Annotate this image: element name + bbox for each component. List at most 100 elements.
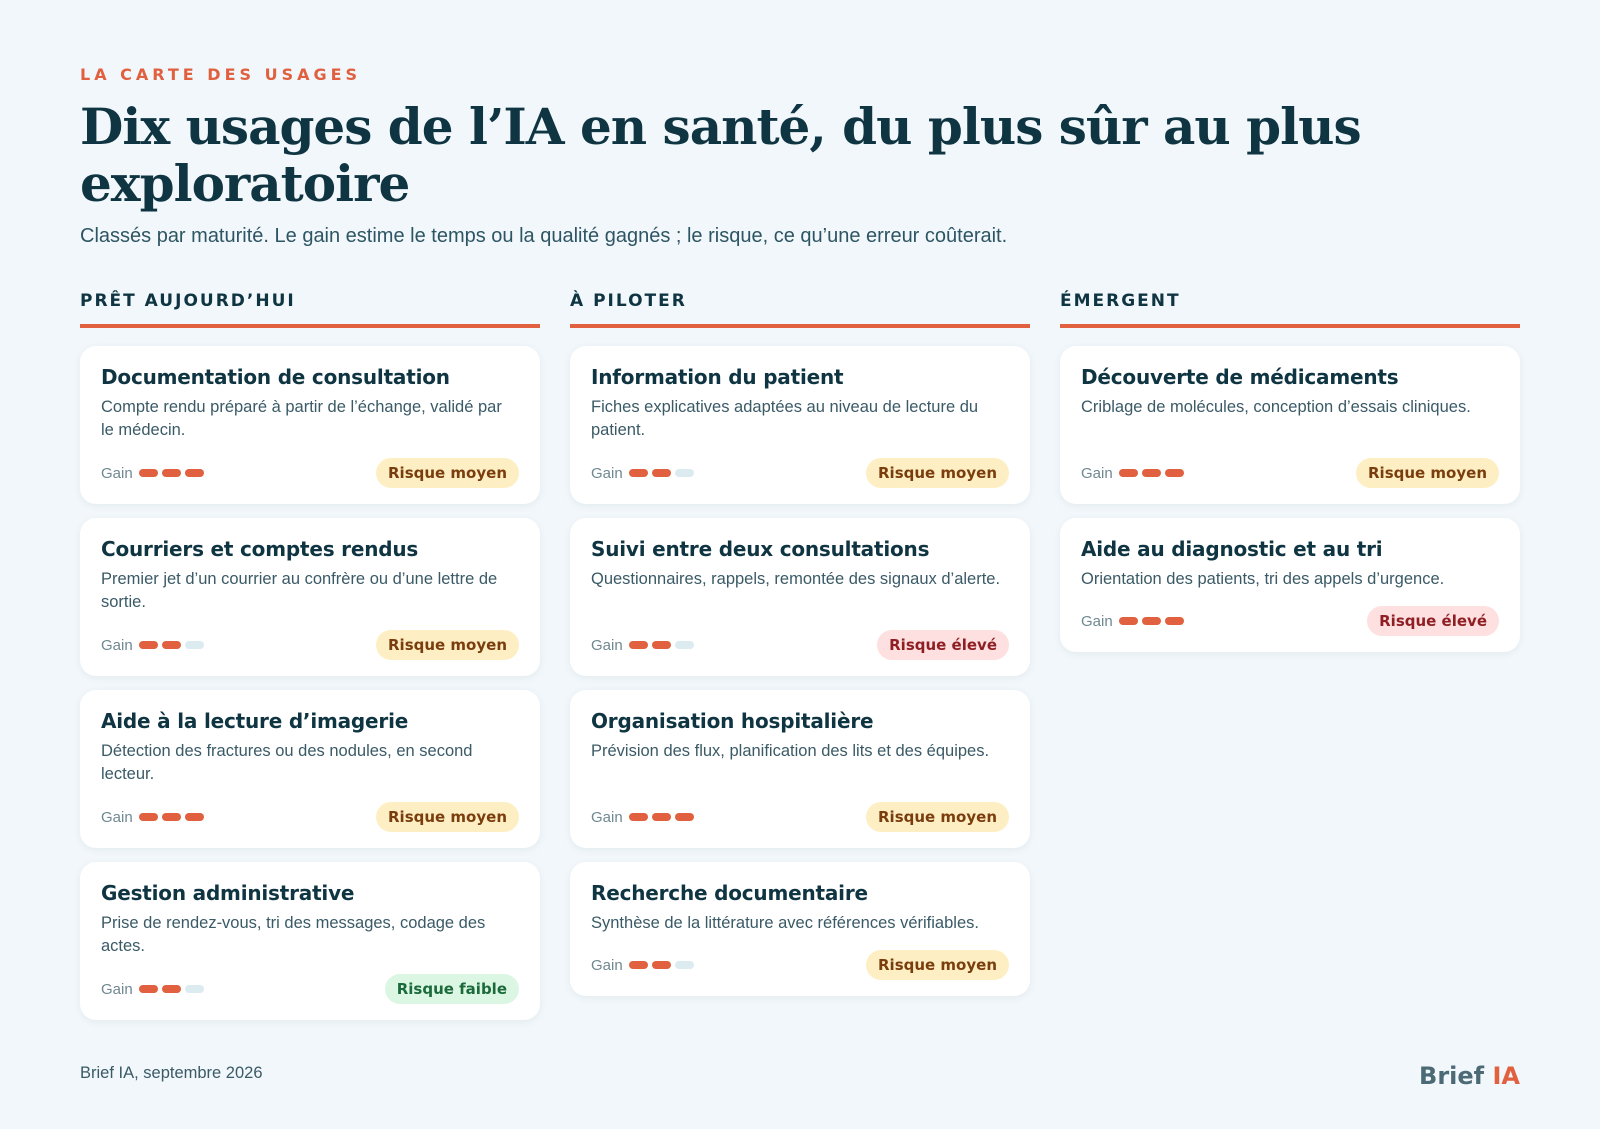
gain-label: Gain: [101, 980, 133, 998]
card-description: Compte rendu préparé à partir de l’échan…: [101, 398, 502, 439]
column-pret-aujourdhui: PRÊT AUJOURD’HUI Documentation de consul…: [80, 290, 540, 1020]
gain-pill: [674, 961, 694, 969]
gain-label: Gain: [591, 808, 623, 826]
usage-card: Courriers et comptes rendus Premier jet d…: [80, 518, 540, 676]
card-description: Orientation des patients, tri des appels…: [1081, 570, 1445, 588]
gain-pill: [651, 813, 671, 821]
card-title: Courriers et comptes rendus: [101, 537, 419, 561]
gain-pill: [138, 641, 158, 649]
card-description: Questionnaires, rappels, remontée des si…: [591, 570, 1001, 588]
risk-badge: Risque moyen: [1356, 458, 1499, 488]
risk-badge: Risque élevé: [877, 630, 1009, 660]
risk-badge: Risque moyen: [866, 950, 1009, 980]
gain-pill: [184, 469, 204, 477]
gain-pill: [138, 813, 158, 821]
gain-pill: [674, 641, 694, 649]
gain-meter: Gain: [1081, 465, 1184, 482]
gain-meter: Gain: [101, 809, 204, 826]
gain-meter: Gain: [591, 465, 694, 482]
gain-pill: [1141, 469, 1161, 477]
gain-pill: [674, 813, 694, 821]
card-footer: Gain Risque moyen: [591, 458, 1009, 488]
usage-card: Organisation hospitalière Prévision des f…: [570, 690, 1030, 848]
gain-pill: [628, 641, 648, 649]
risk-badge: Risque élevé: [1367, 606, 1499, 636]
card-title: Gestion administrative: [101, 881, 355, 905]
gain-pill: [184, 985, 204, 993]
usage-card: Aide à la lecture d’imagerie Détection de…: [80, 690, 540, 848]
gain-pill: [1164, 469, 1184, 477]
card-title: Organisation hospitalière: [591, 709, 874, 733]
column-heading: À PILOTER: [570, 290, 1030, 328]
gain-label: Gain: [101, 808, 133, 826]
gain-meter: Gain: [591, 637, 694, 654]
card-list: Documentation de consultation Compte rend…: [80, 346, 540, 1020]
column-heading: ÉMERGENT: [1060, 290, 1520, 328]
gain-pill: [184, 641, 204, 649]
gain-pill: [161, 641, 181, 649]
usage-card: Recherche documentaire Synthèse de la lit…: [570, 862, 1030, 996]
column-emergent: ÉMERGENT Découverte de médicaments Cribla…: [1060, 290, 1520, 1020]
gain-meter: Gain: [101, 637, 204, 654]
page-title: Dix usages de l’IA en santé, du plus sûr…: [80, 97, 1362, 213]
gain-pill: [628, 813, 648, 821]
usage-card: Découverte de médicaments Criblage de mol…: [1060, 346, 1520, 504]
card-description: Premier jet d’un courrier au confrère ou…: [101, 570, 498, 611]
gain-pill: [138, 985, 158, 993]
gain-pill: [628, 469, 648, 477]
card-description: Prise de rendez-vous, tri des messages, …: [101, 914, 486, 955]
gain-pill: [184, 813, 204, 821]
card-list: Information du patient Fiches explicative…: [570, 346, 1030, 996]
card-footer: Gain Risque moyen: [101, 802, 519, 832]
card-description: Détection des fractures ou des nodules, …: [101, 742, 473, 783]
gain-pill: [651, 961, 671, 969]
gain-label: Gain: [591, 636, 623, 654]
gain-meter: Gain: [101, 981, 204, 998]
brand-logo: Brief IA: [1419, 1062, 1520, 1090]
card-footer: Gain Risque élevé: [591, 630, 1009, 660]
risk-badge: Risque moyen: [376, 630, 519, 660]
card-footer: Gain Risque moyen: [591, 802, 1009, 832]
card-title: Recherche documentaire: [591, 881, 868, 905]
card-list: Découverte de médicaments Criblage de mol…: [1060, 346, 1520, 652]
kicker: LA CARTE DES USAGES: [80, 65, 362, 84]
usage-card: Gestion administrative Prise de rendez-vo…: [80, 862, 540, 1020]
gain-pill: [161, 469, 181, 477]
risk-badge: Risque faible: [384, 974, 519, 1004]
gain-pill: [628, 961, 648, 969]
card-title: Information du patient: [591, 365, 844, 389]
risk-badge: Risque moyen: [866, 458, 1009, 488]
gain-pill: [161, 813, 181, 821]
gain-label: Gain: [101, 464, 133, 482]
gain-meter: Gain: [101, 465, 204, 482]
brand-accent: IA: [1492, 1062, 1520, 1090]
page-subtitle: Classés par maturité. Le gain estime le …: [80, 225, 1008, 247]
gain-pill: [674, 469, 694, 477]
gain-pill: [1118, 617, 1138, 625]
card-description: Synthèse de la littérature avec référenc…: [591, 914, 979, 932]
card-description: Fiches explicatives adaptées au niveau d…: [591, 398, 979, 439]
gain-label: Gain: [1081, 612, 1113, 630]
source-note: Brief IA, septembre 2026: [80, 1064, 263, 1082]
gain-meter: Gain: [1081, 613, 1184, 630]
gain-label: Gain: [1081, 464, 1113, 482]
usage-card: Suivi entre deux consultations Questionna…: [570, 518, 1030, 676]
risk-badge: Risque moyen: [376, 458, 519, 488]
risk-badge: Risque moyen: [866, 802, 1009, 832]
gain-label: Gain: [591, 464, 623, 482]
card-footer: Gain Risque moyen: [1081, 458, 1499, 488]
usage-card: Information du patient Fiches explicative…: [570, 346, 1030, 504]
gain-pill: [651, 469, 671, 477]
gain-pill: [651, 641, 671, 649]
risk-badge: Risque moyen: [376, 802, 519, 832]
card-footer: Gain Risque moyen: [591, 950, 1009, 980]
card-description: Prévision des flux, planification des li…: [591, 742, 990, 760]
card-description: Criblage de molécules, conception d’essa…: [1081, 398, 1471, 416]
card-footer: Gain Risque faible: [101, 974, 519, 1004]
gain-meter: Gain: [591, 957, 694, 974]
gain-label: Gain: [591, 956, 623, 974]
brand-name: Brief: [1419, 1062, 1485, 1090]
column-a-piloter: À PILOTER Information du patient Fiches e…: [570, 290, 1030, 1020]
gain-pill: [1118, 469, 1138, 477]
gain-pill: [1141, 617, 1161, 625]
